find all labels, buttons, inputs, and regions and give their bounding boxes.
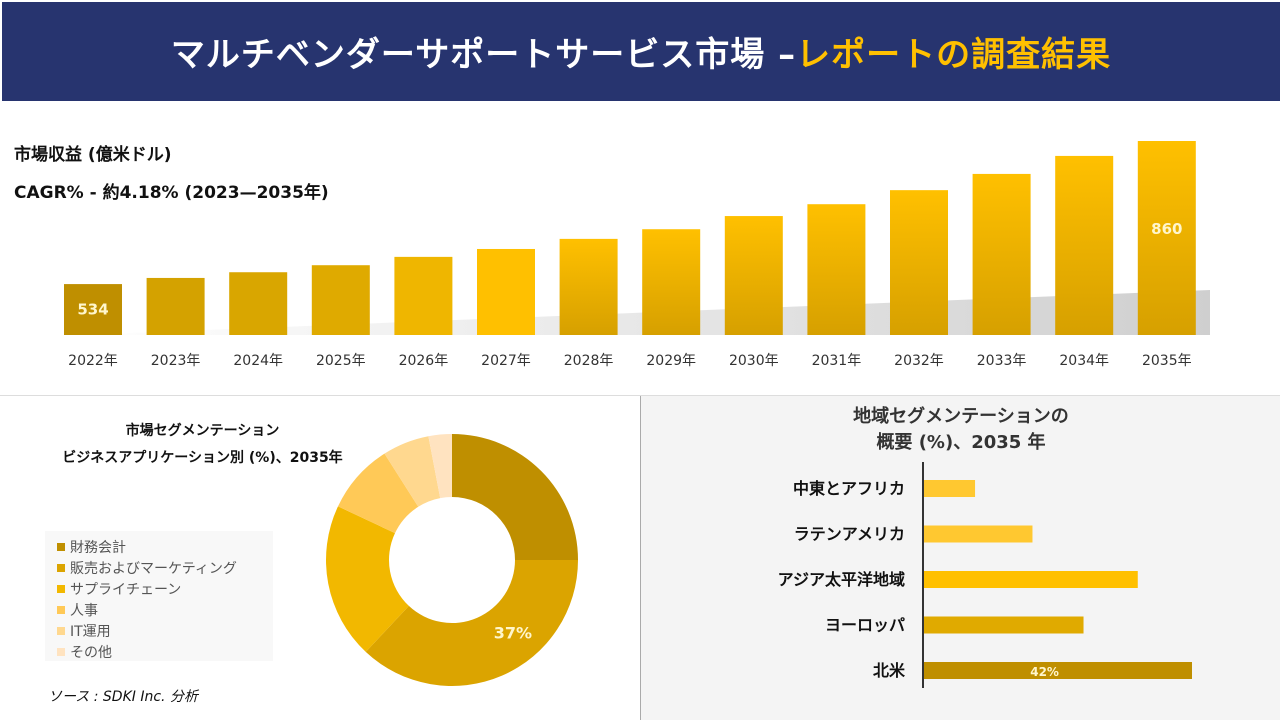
region-data-label: 42% — [1030, 665, 1059, 679]
legend-swatch — [57, 605, 65, 614]
region-label: ラテンアメリカ — [794, 525, 905, 544]
bar-2034年 — [1055, 155, 1114, 335]
region-label: 中東とアフリカ — [793, 479, 905, 498]
legend-swatch — [57, 563, 65, 572]
x-tick-label: 2028年 — [564, 353, 614, 369]
bar-2033年 — [972, 173, 1031, 335]
page-title: マルチベンダーサポートサービス市場 –レポートの調査結果 — [170, 35, 1112, 75]
pie-title-2: ビジネスアプリケーション別 (%)、2035年 — [62, 450, 343, 466]
x-tick-label: 2025年 — [316, 353, 366, 369]
bar-2027年 — [477, 248, 535, 335]
bar-data-label: 534 — [77, 301, 108, 319]
region-bar-2 — [924, 571, 1138, 588]
donut-slice-0 — [452, 434, 578, 560]
divider — [0, 395, 1280, 396]
legend-item: サプライチェーン — [57, 578, 273, 599]
legend-label: その他 — [70, 644, 112, 661]
bar-2035年 — [1137, 141, 1196, 335]
donut-slice-1 — [365, 560, 578, 686]
application-segment-panel: 市場セグメンテーション ビジネスアプリケーション別 (%)、2035年 財務会計… — [0, 396, 640, 720]
region-label: 北米 — [873, 661, 906, 680]
bar-2024年 — [229, 272, 288, 335]
bar-2031年 — [807, 204, 866, 335]
revenue-label: 市場収益 (億米ドル) — [14, 145, 172, 165]
legend-item: IT運用 — [57, 620, 273, 641]
x-tick-label: 2023年 — [151, 353, 201, 369]
x-tick-label: 2027年 — [481, 353, 531, 369]
legend-swatch — [57, 626, 65, 635]
donut-slice-3 — [337, 453, 419, 534]
x-tick-label: 2035年 — [1142, 353, 1192, 369]
donut-slice-4 — [384, 436, 441, 507]
x-tick-label: 2034年 — [1059, 353, 1109, 369]
donut-data-label: 37% — [494, 624, 532, 643]
legend-label: 財務会計 — [70, 539, 126, 556]
legend-swatch — [57, 584, 65, 593]
legend-item: 販売およびマーケティング — [57, 557, 273, 578]
donut-slice-5 — [428, 434, 452, 499]
region-bar-1 — [924, 525, 1033, 543]
x-tick-label: 2033年 — [977, 353, 1027, 369]
legend-swatch — [57, 542, 65, 551]
legend-item: 財務会計 — [57, 536, 273, 557]
legend-item: 人事 — [57, 599, 273, 620]
region-title-1: 地域セグメンテーションの — [853, 406, 1069, 427]
x-tick-label: 2030年 — [729, 353, 779, 369]
x-tick-label: 2031年 — [812, 353, 862, 369]
application-donut-chart: 37% — [326, 434, 578, 686]
x-tick-label: 2024年 — [233, 353, 283, 369]
x-tick-label: 2022年 — [68, 353, 118, 369]
region-bar-0 — [924, 480, 976, 497]
bar-2025年 — [311, 265, 370, 335]
legend-label: サプライチェーン — [70, 581, 182, 598]
cagr-label: CAGR% - 約4.18% (2023—2035年) — [14, 183, 329, 203]
region-label: アジア太平洋地域 — [778, 570, 905, 589]
legend-label: 人事 — [70, 602, 98, 619]
bar-2022年 — [64, 284, 122, 335]
bar-2028年 — [559, 238, 618, 335]
bar-2030年 — [724, 216, 783, 335]
x-tick-label: 2026年 — [399, 353, 449, 369]
bar-2026年 — [394, 256, 453, 335]
x-tick-label: 2029年 — [646, 353, 696, 369]
source-note: ソース : SDKI Inc. 分析 — [48, 689, 198, 705]
pie-legend: 財務会計販売およびマーケティング サプライチェーン 人事 IT運用その他 — [45, 531, 273, 661]
bar-2032年 — [890, 190, 948, 335]
bar-data-label: 860 — [1151, 220, 1182, 238]
region-label: ヨーロッパ — [825, 616, 905, 635]
revenue-bar-chart: 2022年 534 2023年 2024年 2025年 2026年 2027年 2028年 20… — [64, 141, 1210, 369]
x-tick-label: 2032年 — [894, 353, 944, 369]
region-bar-3 — [924, 616, 1084, 634]
legend-swatch — [57, 647, 65, 656]
legend-label: 販売およびマーケティング — [70, 560, 237, 577]
region-segment-panel: 地域セグメンテーションの 概要 (%)、2035 年 中東とアフリカ ラテンアメリ… — [640, 396, 1280, 720]
region-title-2: 概要 (%)、2035 年 — [876, 432, 1046, 453]
region-bar-4 — [924, 662, 1192, 679]
pie-title-1: 市場セグメンテーション — [125, 423, 280, 439]
header-banner: マルチベンダーサポートサービス市場 –レポートの調査結果 — [2, 2, 1280, 101]
legend-item: その他 — [57, 641, 273, 662]
bar-2023年 — [146, 277, 205, 335]
donut-slice-2 — [326, 506, 409, 652]
legend-label: IT運用 — [70, 623, 111, 640]
region-title: 地域セグメンテーションの 概要 (%)、2035 年 — [641, 404, 1280, 456]
bar-2029年 — [642, 229, 701, 335]
